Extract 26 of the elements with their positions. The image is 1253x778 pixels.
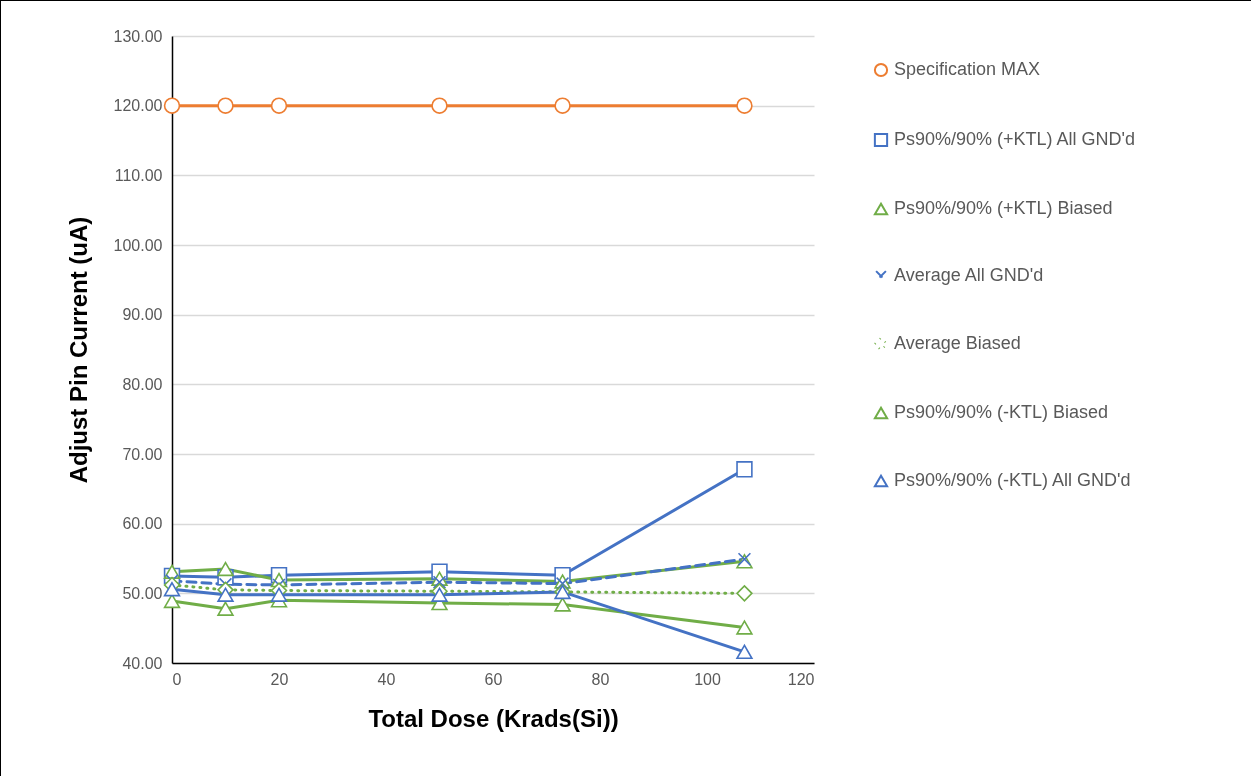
legend-label: Average Biased <box>894 333 1021 353</box>
y-tick-label: 50.00 <box>122 584 163 602</box>
y-tick-label: 110.00 <box>114 166 163 184</box>
legend-label: Specification MAX <box>894 59 1041 79</box>
x-tick-label: 20 <box>270 670 289 688</box>
x-tick-label: 80 <box>591 670 610 688</box>
legend-label: Ps90%/90% (-KTL) Biased <box>894 402 1109 422</box>
y-tick-label: 60.00 <box>122 515 163 533</box>
x-tick-label: 100 <box>694 670 721 688</box>
x-tick-label: 120 <box>787 670 815 688</box>
y-tick-label: 90.00 <box>122 306 163 324</box>
y-tick-label: 130.00 <box>113 27 163 45</box>
legend-label: Average All GND'd <box>894 265 1044 285</box>
y-tick-label: 70.00 <box>122 445 163 463</box>
x-tick-label: 40 <box>377 670 396 688</box>
x-axis-title: Total Dose (Krads(Si)) <box>368 704 619 732</box>
y-tick-label: 80.00 <box>122 375 163 393</box>
y-tick-label: 100.00 <box>113 236 163 254</box>
y-tick-label: 120.00 <box>113 97 163 115</box>
x-tick-label: 60 <box>484 670 503 688</box>
y-axis-title: Adjust Pin Current (uA) <box>64 216 92 484</box>
legend-label: Ps90%/90% (-KTL) All GND'd <box>894 470 1131 490</box>
legend-label: Ps90%/90% (+KTL) All GND'd <box>894 129 1136 149</box>
x-tick-label: 0 <box>172 670 182 688</box>
legend-label: Ps90%/90% (+KTL) Biased <box>894 198 1113 218</box>
y-tick-label: 40.00 <box>122 654 163 672</box>
